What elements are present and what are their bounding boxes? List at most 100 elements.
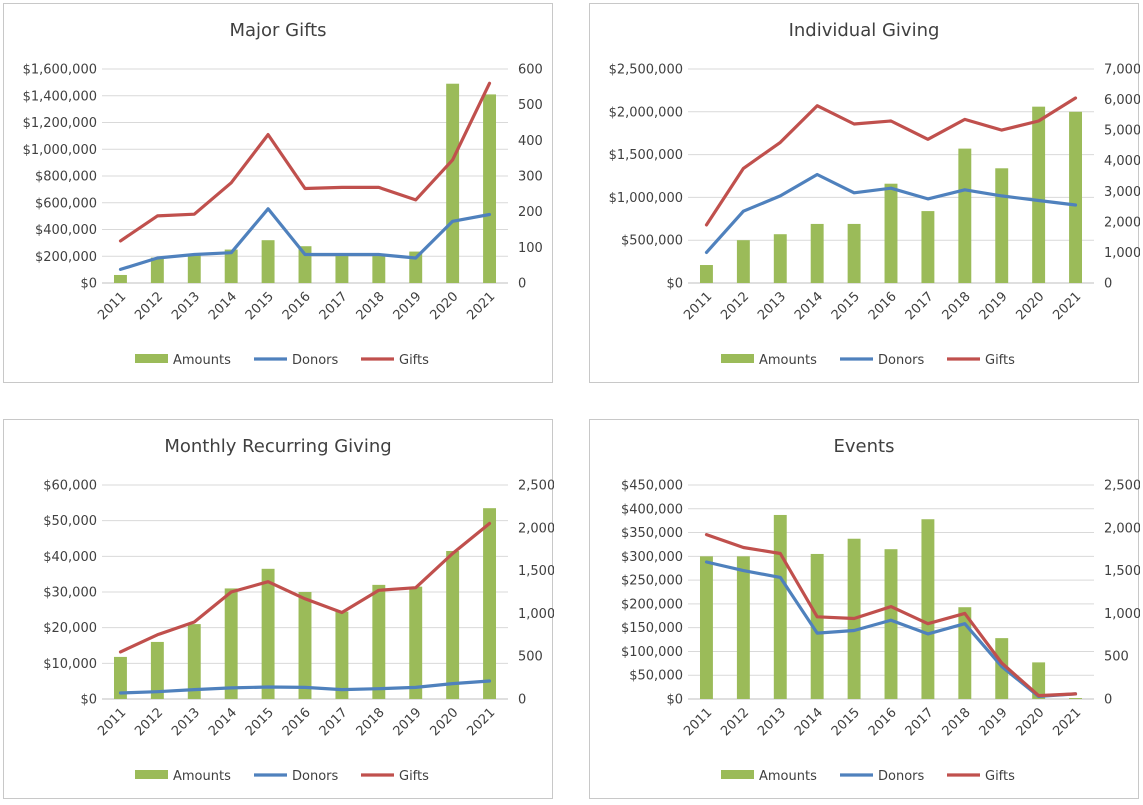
chart-svg: $0 $500,000 $1,000,000 $1,500,000 $2,000,000…	[609, 63, 1140, 369]
y-tick-label: $40,000	[43, 550, 97, 565]
legend-label-gifts: Gifts	[985, 769, 1015, 784]
y-tick-label: $1,000,000	[609, 191, 683, 206]
x-tick-label: 2015	[829, 289, 863, 323]
y-tick-label: $300,000	[621, 550, 683, 565]
bar-amounts	[699, 265, 713, 283]
x-tick-label: 2018	[354, 289, 388, 323]
y-tick-label: $400,000	[621, 502, 683, 517]
bar-amounts	[224, 588, 238, 699]
bar-amounts	[921, 519, 935, 699]
x-tick-label: 2014	[206, 705, 240, 739]
chart-title: Individual Giving	[788, 20, 940, 41]
bar-amounts	[1032, 662, 1046, 699]
x-tick-label: 2015	[829, 705, 863, 739]
y-tick-label: $400,000	[35, 223, 97, 238]
y-tick-label: $200,000	[621, 597, 683, 612]
bar-amounts	[335, 611, 349, 699]
y-tick-label: $450,000	[621, 479, 683, 494]
bar-amounts	[736, 556, 750, 699]
y2-tick-label: 5,000	[1104, 124, 1140, 139]
y2-tick-label: 2,500	[518, 479, 554, 494]
y2-tick-label: 500	[518, 98, 543, 113]
legend-swatch-amounts	[721, 354, 754, 363]
y2-tick-label: 600	[518, 63, 543, 78]
x-tick-label: 2011	[681, 289, 715, 323]
x-tick-label: 2016	[280, 289, 314, 323]
x-tick-label: 2016	[866, 705, 900, 739]
bar-amounts	[958, 607, 972, 699]
y-tick-label: $250,000	[621, 574, 683, 589]
y2-tick-label: 2,000	[518, 521, 554, 536]
x-tick-label: 2014	[792, 289, 826, 323]
bar-amounts	[1032, 106, 1046, 283]
y-tick-label: $1,400,000	[23, 89, 97, 104]
x-tick-label: 2020	[1013, 289, 1047, 323]
legend-label-gifts: Gifts	[399, 353, 429, 368]
y2-tick-label: 0	[518, 693, 526, 708]
y-tick-label: $0	[80, 693, 97, 708]
line-gifts	[704, 96, 1078, 227]
legend-label-donors: Donors	[292, 353, 339, 368]
bar-amounts	[335, 254, 349, 283]
legend-label-gifts: Gifts	[399, 769, 429, 784]
legend-label-amounts: Amounts	[759, 769, 817, 784]
x-tick-label: 2019	[977, 289, 1011, 323]
chart-panel-individual-giving: Individual Giving $0 $500,000 $1,000,000 $1…	[589, 3, 1140, 383]
y-tick-label: $500,000	[621, 234, 683, 249]
x-tick-label: 2013	[169, 289, 203, 323]
x-tick-label: 2018	[354, 705, 388, 739]
y2-tick-label: 0	[1104, 693, 1112, 708]
bar-amounts	[1069, 111, 1083, 283]
y2-tick-label: 6,000	[1104, 93, 1140, 108]
bar-amounts	[736, 240, 750, 283]
bar-amounts	[884, 549, 898, 699]
legend-swatch-amounts	[135, 354, 168, 363]
y2-tick-label: 500	[1104, 650, 1129, 665]
line-donors	[704, 560, 1078, 698]
bar-amounts	[372, 254, 386, 283]
y-tick-label: $0	[80, 277, 97, 292]
y-tick-label: $350,000	[621, 526, 683, 541]
bar-amounts	[372, 584, 386, 699]
line-gifts	[118, 521, 492, 654]
y-tick-label: $60,000	[43, 479, 97, 494]
y-tick-label: $800,000	[35, 170, 97, 185]
y-tick-label: $1,200,000	[23, 116, 97, 131]
x-tick-label: 2015	[243, 289, 277, 323]
bar-amounts	[298, 246, 312, 283]
chart-panel-major-gifts: Major Gifts $0 $200,000 $400,000 $600,000 $8…	[3, 3, 553, 383]
y2-tick-label: 1,000	[518, 607, 554, 622]
y2-tick-label: 1,000	[1104, 607, 1140, 622]
x-tick-label: 2017	[903, 289, 937, 323]
bar-amounts	[261, 240, 275, 283]
bar-amounts	[810, 223, 824, 283]
y2-tick-label: 1,500	[1104, 564, 1140, 579]
y-tick-label: $0	[666, 277, 683, 292]
x-tick-label: 2013	[169, 705, 203, 739]
chart-svg: $0 $50,000 $100,000 $150,000 $200,000 $250,00…	[621, 479, 1140, 785]
y2-tick-label: 1,000	[1104, 246, 1140, 261]
line-gifts	[118, 81, 492, 243]
x-tick-label: 2011	[95, 289, 129, 323]
y2-tick-label: 300	[518, 170, 543, 185]
y-tick-label: $2,000,000	[609, 105, 683, 120]
bar-amounts	[187, 624, 201, 699]
y-tick-label: $30,000	[43, 586, 97, 601]
x-tick-label: 2020	[1013, 705, 1047, 739]
legend-label-amounts: Amounts	[173, 769, 231, 784]
line-donors	[118, 679, 492, 695]
y2-tick-label: 0	[518, 277, 526, 292]
y2-tick-label: 1,500	[518, 564, 554, 579]
x-tick-label: 2011	[681, 705, 715, 739]
x-tick-label: 2018	[940, 289, 974, 323]
bar-amounts	[847, 223, 861, 283]
bar-amounts	[113, 274, 127, 283]
bar-amounts	[884, 183, 898, 283]
chart-title: Monthly Recurring Giving	[164, 436, 392, 457]
legend-label-donors: Donors	[878, 769, 925, 784]
y2-tick-label: 4,000	[1104, 154, 1140, 169]
line-gifts	[704, 532, 1078, 698]
bar-amounts	[773, 514, 787, 699]
y-tick-label: $200,000	[35, 250, 97, 265]
y-tick-label: $50,000	[43, 514, 97, 529]
